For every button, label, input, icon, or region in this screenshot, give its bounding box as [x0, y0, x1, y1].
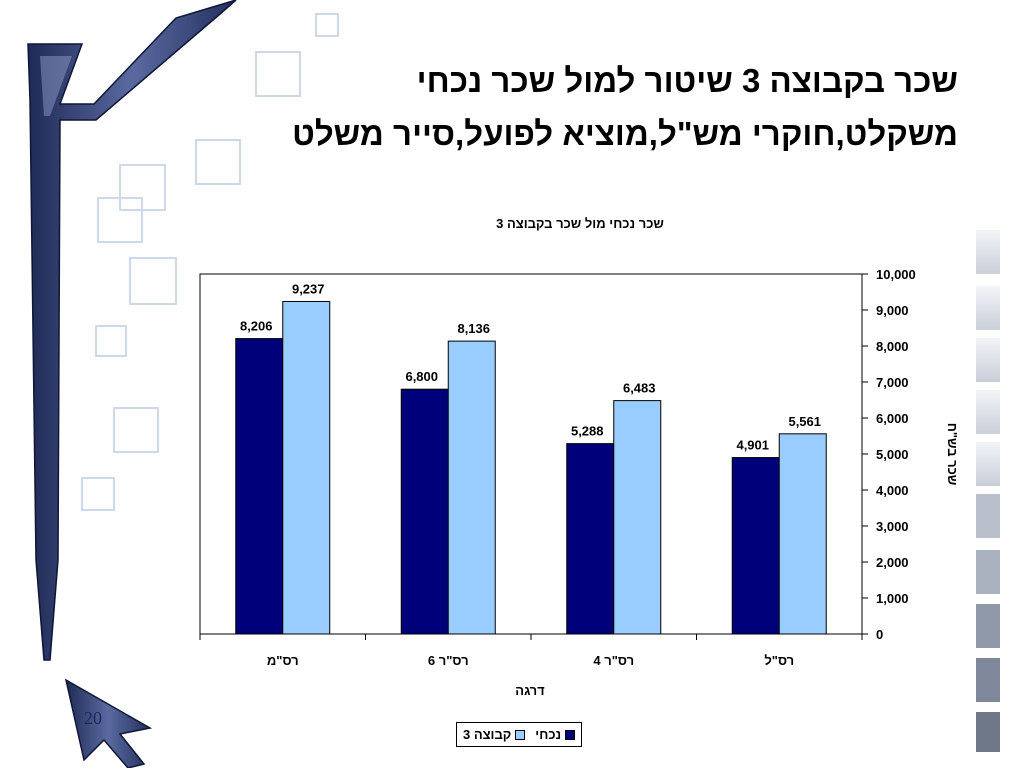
value-label-current-1: 5,288 — [571, 424, 604, 439]
y-tick-label-10: 10,000 — [876, 267, 916, 282]
cursor-arrow-icon — [64, 678, 153, 768]
bar-current-0 — [731, 457, 780, 635]
slide-title-line-2: משקלט,חוקרי מש"ל,מוציא לפועל,סייר משלט — [292, 115, 958, 152]
x-axis-label: דרגה — [515, 683, 545, 698]
legend-label-current: נכחי — [535, 727, 562, 742]
y-tick-label-4: 4,000 — [876, 483, 909, 498]
legend-swatch-group3 — [515, 729, 526, 740]
y-axis-label: שכר בש"ח — [945, 423, 960, 486]
y-tick-label-5: 5,000 — [876, 447, 909, 462]
y-tick-label-2: 2,000 — [876, 555, 909, 570]
labels-layer: 4,901 5,561 5,288 6,483 6,800 8,136 8,206 9,237 — [240, 281, 821, 452]
x-axis: רס"ל רס"ר 4 רס"ר 6 רס"מ — [199, 634, 863, 668]
x-tick-label-1: רס"ר 4 — [593, 653, 634, 668]
bar-current-3 — [235, 338, 284, 635]
y-tick-label-7: 7,000 — [876, 375, 909, 390]
y-tick-label-8: 8,000 — [876, 339, 909, 354]
x-tick-label-0: רס"ל — [764, 653, 794, 668]
right-side-tiles — [976, 230, 1000, 752]
bar-group3-1 — [613, 400, 662, 635]
value-label-current-3: 8,206 — [240, 319, 273, 334]
x-tick-label-3: רס"מ — [267, 653, 299, 668]
y-axis: 0 1,000 2,000 3,000 4,000 5,000 6,000 7,000 8,00… — [862, 267, 916, 642]
legend-entry-current: נכחי — [535, 727, 576, 742]
legend-label-group3: קבוצה 3 — [463, 727, 512, 742]
value-label-group3-2: 8,136 — [457, 321, 490, 336]
slide-title: שכר בקבוצה 3 שיטור למול שכר נכחי משקלט,ח… — [58, 54, 958, 160]
y-tick-label-3: 3,000 — [876, 519, 909, 534]
bar-group3-0 — [778, 433, 827, 635]
background-squares — [81, 13, 339, 511]
value-label-current-2: 6,800 — [405, 369, 438, 384]
value-label-group3-0: 5,561 — [788, 414, 821, 429]
bar-group3-2 — [447, 340, 496, 635]
y-tick-label-9: 9,000 — [876, 303, 909, 318]
y-tick-label-1: 1,000 — [876, 591, 909, 606]
value-label-group3-3: 9,237 — [292, 281, 325, 296]
slide-title-line-1: שכר בקבוצה 3 שיטור למול שכר נכחי — [416, 62, 958, 99]
value-label-current-0: 4,901 — [736, 438, 769, 453]
value-label-group3-1: 6,483 — [623, 381, 656, 396]
bar-current-2 — [400, 388, 449, 635]
page-number: 20 — [84, 708, 102, 728]
frame-shape — [27, 0, 237, 661]
chart-legend: נכחי קבוצה 3 — [456, 722, 583, 747]
bar-current-1 — [566, 443, 615, 635]
legend-entry-group3: קבוצה 3 — [463, 727, 526, 742]
y-tick-label-6: 6,000 — [876, 411, 909, 426]
bar-group3-3 — [282, 300, 331, 635]
bars-layer — [235, 300, 827, 635]
legend-swatch-current — [565, 729, 576, 740]
x-tick-label-2: רס"ר 6 — [428, 653, 469, 668]
y-tick-label-0: 0 — [876, 627, 883, 642]
chart-title: שכר נכחי מול שכר בקבוצה 3 — [496, 216, 664, 231]
